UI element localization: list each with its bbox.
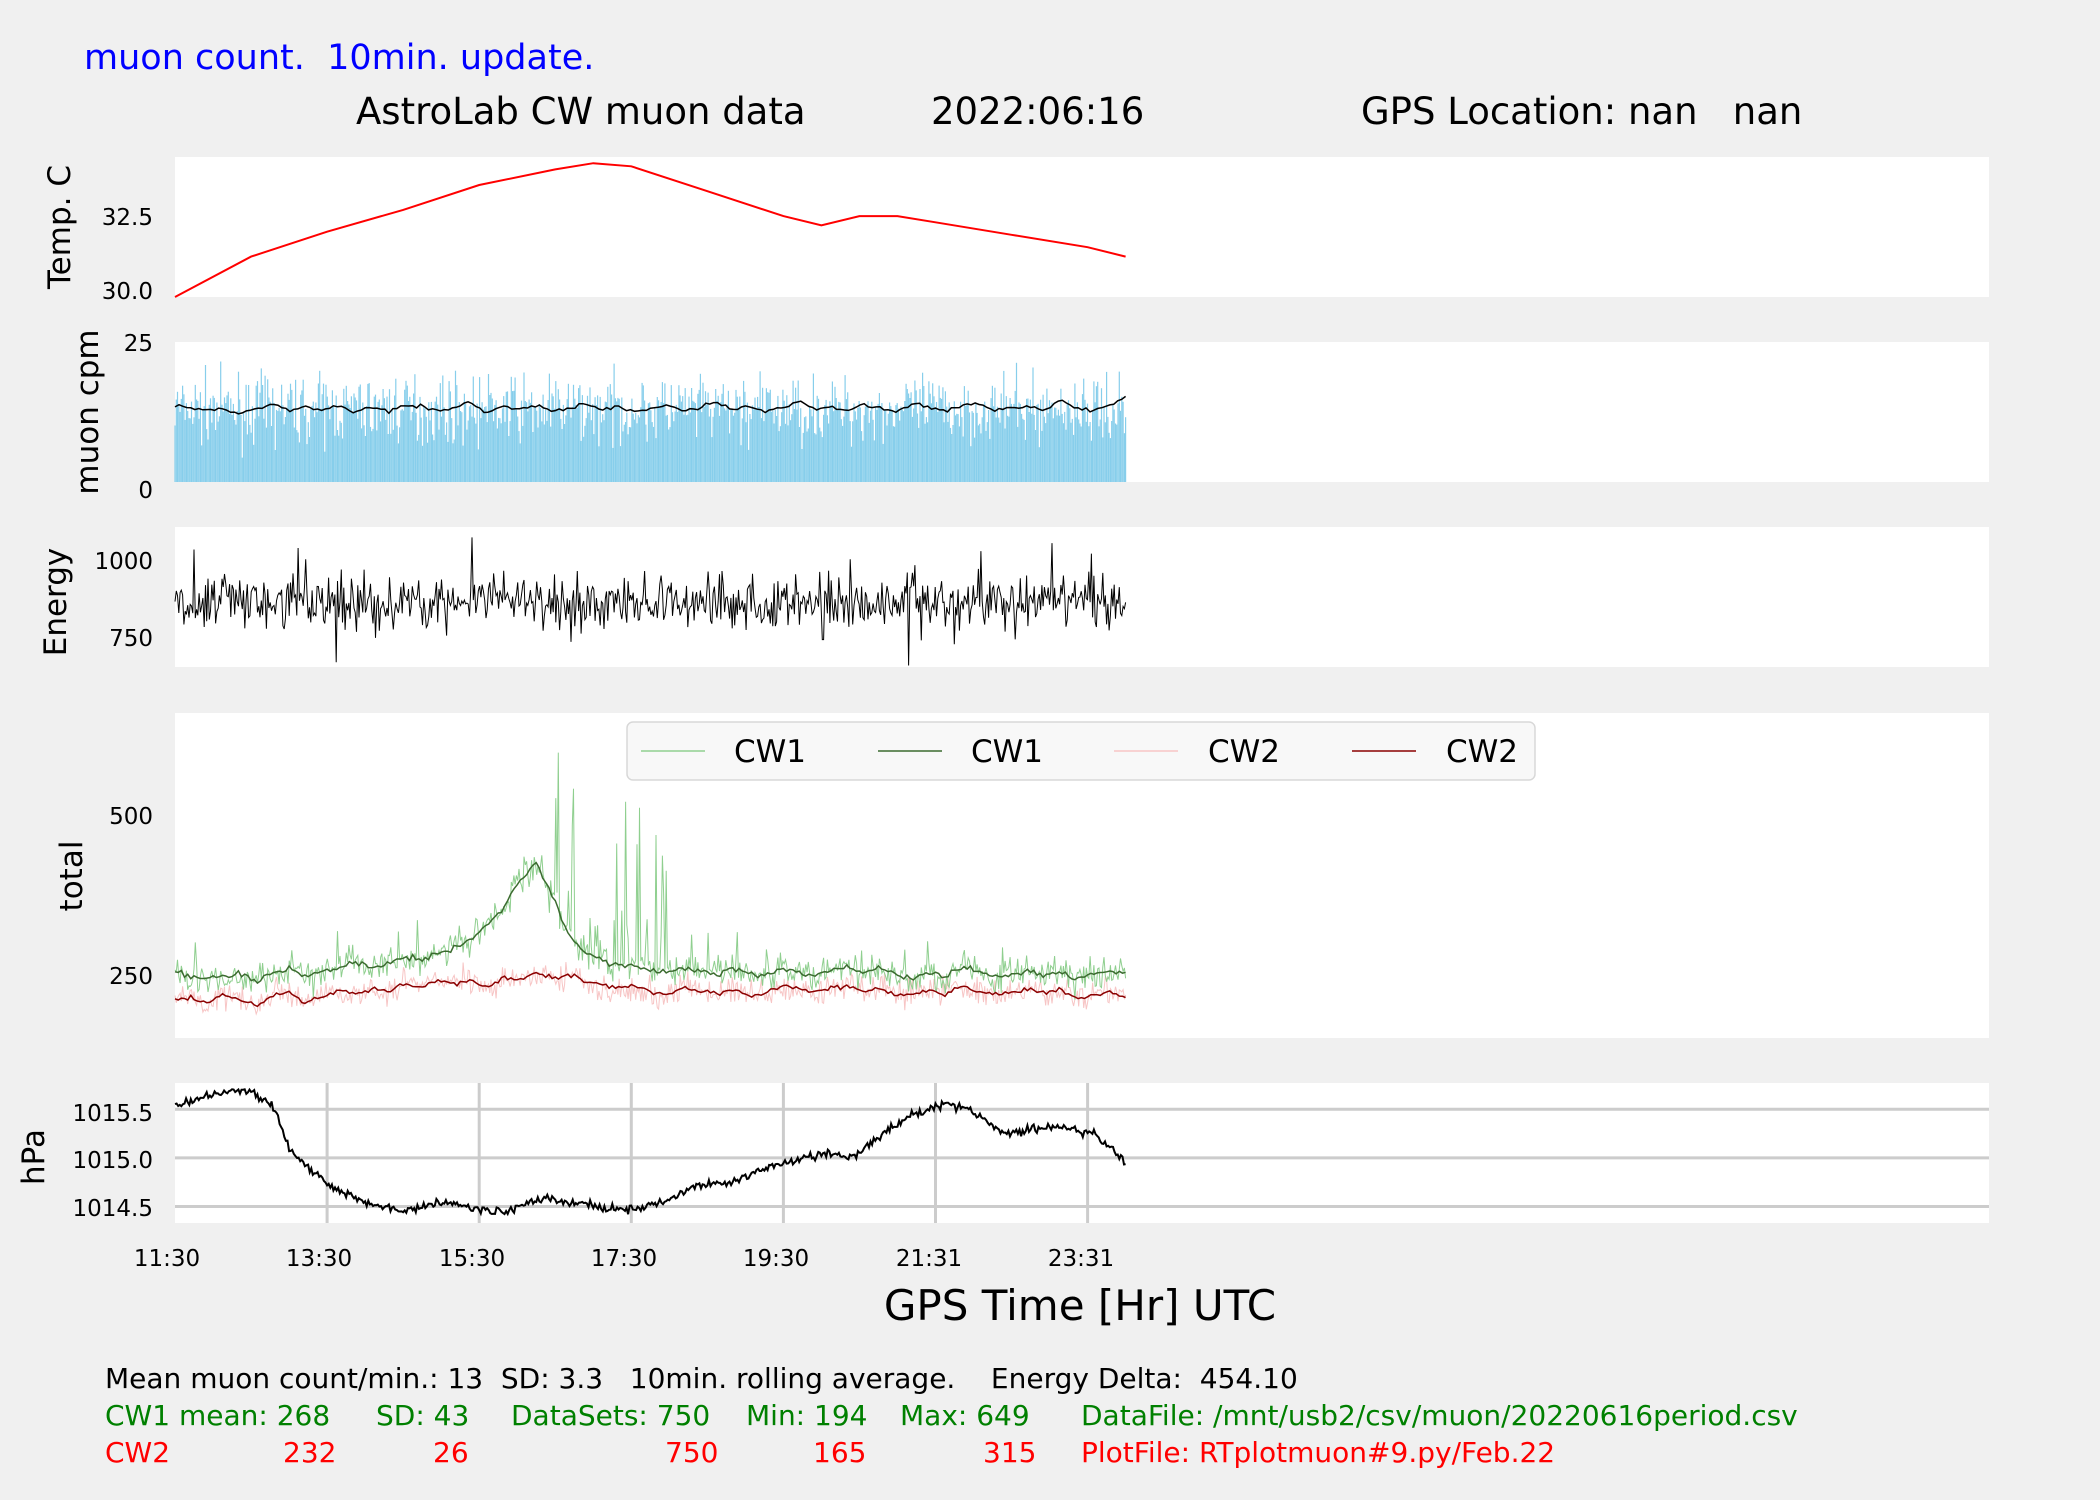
hpa-ytick: 1015.0: [73, 1148, 153, 1174]
legend-label-cw1-raw: CW1: [734, 734, 806, 770]
cpm-ytick: 25: [124, 331, 153, 357]
energy-panel: 1000 750 Energy: [38, 527, 1989, 667]
temp-ytick: 30.0: [102, 279, 153, 305]
cw2-average-series-line: [174, 971, 1126, 1008]
cpm-ytick: 0: [138, 478, 153, 504]
cpm-ylabel: muon cpm: [70, 329, 106, 494]
chart-title: AstroLab CW muon data: [356, 90, 806, 133]
hpa-ytick: 1015.5: [73, 1101, 153, 1127]
legend-label-cw2-avg: CW2: [1446, 734, 1518, 770]
hpa-ytick: 1014.5: [73, 1196, 153, 1222]
x-tick-label: 11:30: [134, 1246, 200, 1272]
cw2-datasets: 750: [665, 1436, 719, 1469]
cw2-raw-series-line: [174, 962, 1127, 1016]
legend-label-cw2-raw: CW2: [1208, 734, 1280, 770]
temperature-panel: 30.0 32.5 Temp. C: [42, 157, 1989, 305]
energy-ytick: 750: [109, 626, 153, 652]
pressure-series-line: [174, 1087, 1126, 1217]
temperature-series-line: [174, 162, 1126, 298]
x-tick-label: 13:30: [286, 1246, 352, 1272]
cw1-min: Min: 194: [746, 1399, 868, 1432]
total-ylabel: total: [54, 841, 90, 912]
cw2-sd: 26: [433, 1436, 469, 1469]
temperature-plot-area: [175, 157, 1989, 297]
x-tick-label: 17:30: [591, 1246, 657, 1272]
data-file: DataFile: /mnt/usb2/csv/muon/20220616per…: [1081, 1399, 1798, 1432]
pressure-plot-area: [175, 1083, 1989, 1223]
cw2-min: 165: [813, 1436, 867, 1469]
muon-cpm-panel: 25 0 muon cpm: [70, 329, 1989, 504]
chart-date: 2022:06:16: [931, 90, 1145, 133]
cw1-raw-series-line: [174, 752, 1127, 1000]
x-tick-label: 15:30: [439, 1246, 505, 1272]
total-legend: CW1 CW1 CW2 CW2: [626, 721, 1536, 781]
energy-ylabel: Energy: [38, 548, 74, 657]
summary-line: Mean muon count/min.: 13 SD: 3.3 10min. …: [105, 1362, 1298, 1395]
update-note: muon count. 10min. update.: [84, 38, 595, 78]
x-axis-label: GPS Time [Hr] UTC: [884, 1281, 1276, 1330]
hpa-ylabel: hPa: [16, 1129, 52, 1185]
pressure-panel: 1015.5 1015.0 1014.5 hPa 11:30 13:30 15:…: [16, 1083, 1989, 1330]
muon-cpm-rolling-average-line: [174, 395, 1127, 415]
total-ytick: 500: [109, 804, 153, 830]
total-ytick: 250: [109, 964, 153, 990]
muon-cpm-bars: [174, 361, 1127, 482]
gps-location: GPS Location: nan nan: [1361, 90, 1803, 133]
x-tick-label: 19:30: [743, 1246, 809, 1272]
cw1-datasets: DataSets: 750: [511, 1399, 711, 1432]
legend-box: [626, 721, 1536, 781]
plot-file: PlotFile: RTplotmuon#9.py/Feb.22: [1081, 1436, 1556, 1469]
temp-ytick: 32.5: [102, 205, 153, 231]
cw2-label: CW2: [105, 1436, 171, 1469]
total-panel: 500 250 total CW1 CW1 CW2 CW2: [54, 713, 1989, 1038]
legend-label-cw1-avg: CW1: [971, 734, 1043, 770]
cw1-average-series-line: [174, 861, 1126, 985]
energy-series-line: [174, 537, 1127, 666]
temp-ylabel: Temp. C: [42, 165, 78, 290]
cw2-mean: 232: [283, 1436, 337, 1469]
cw2-max: 315: [983, 1436, 1037, 1469]
cw1-sd: SD: 43: [376, 1399, 470, 1432]
x-tick-label: 21:31: [896, 1246, 962, 1272]
x-tick-label: 23:31: [1048, 1246, 1114, 1272]
cw1-mean: CW1 mean: 268: [105, 1399, 331, 1432]
energy-ytick: 1000: [94, 549, 153, 575]
cw1-max: Max: 649: [900, 1399, 1030, 1432]
